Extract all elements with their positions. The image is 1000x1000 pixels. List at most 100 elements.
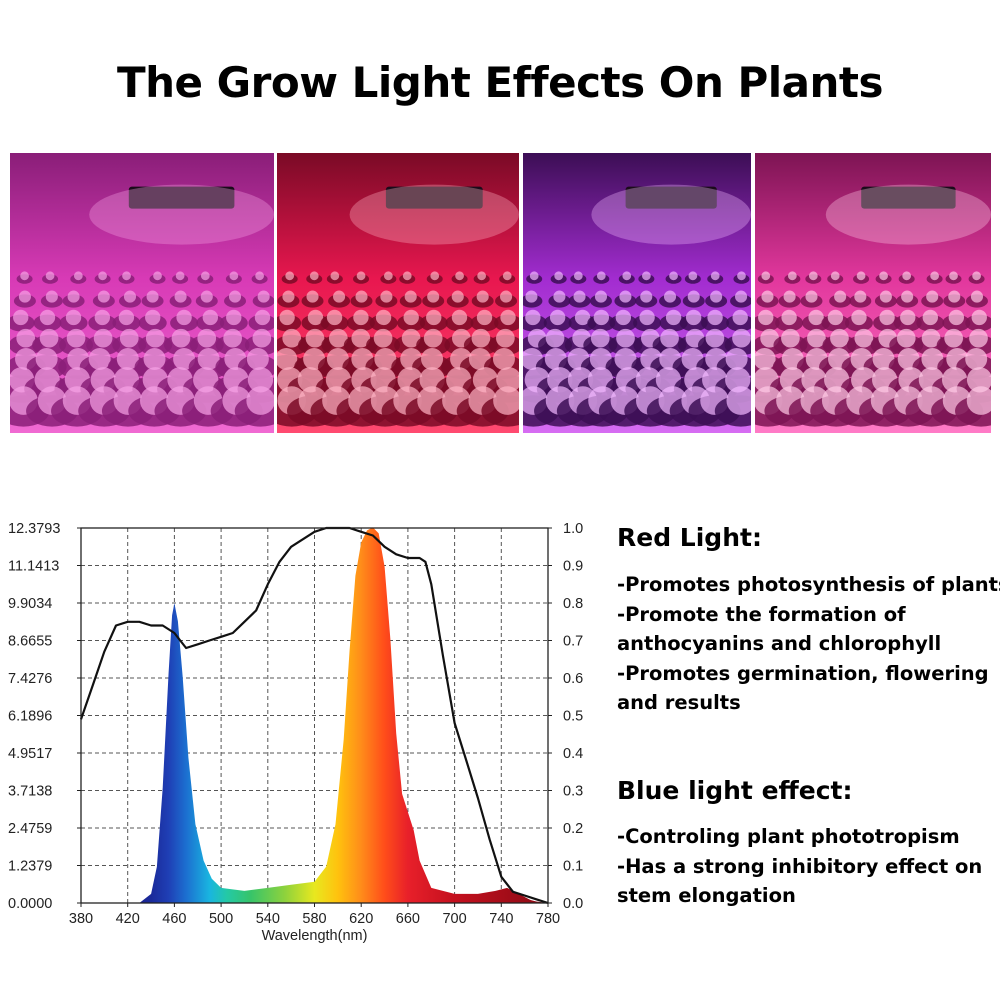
plant-leaves [67, 290, 80, 303]
plant-leaves [726, 386, 751, 415]
left-axis-tick-label: 1.2379 [8, 859, 52, 875]
plant-leaves [309, 271, 319, 281]
plant-leaves [20, 271, 29, 281]
plant-leaves [123, 290, 137, 303]
grow-lamp [128, 186, 235, 209]
plant-leaves [13, 309, 29, 326]
plant-leaves [707, 309, 723, 326]
plant-leaves [787, 271, 797, 281]
plant-leaves [451, 309, 468, 326]
grow-shelf-photo-2 [277, 153, 519, 433]
plant-leaves [93, 328, 113, 348]
plant-leaves [16, 328, 36, 348]
x-axis-tick-label: 740 [489, 911, 513, 927]
plant-leaves [949, 271, 958, 281]
plant-leaves [755, 348, 776, 370]
x-axis-tick-label: 380 [69, 911, 93, 927]
x-axis-tick-label: 580 [302, 911, 326, 927]
plant-leaves [872, 348, 895, 370]
plant-leaves [200, 290, 213, 303]
plant-leaves [143, 348, 166, 370]
left-axis-tick-label: 3.7138 [8, 783, 52, 799]
plant-leaves [966, 386, 991, 415]
plant-leaves [687, 290, 700, 303]
grow-room-photo-1 [10, 153, 274, 433]
plant-leaves [641, 271, 651, 281]
blue-light-heading: Blue light effect: [617, 776, 853, 805]
plant-leaves [427, 290, 440, 303]
right-axis-tick-label: 0.8 [563, 596, 583, 612]
plant-leaves [307, 309, 324, 326]
plant-leaves [972, 271, 981, 281]
plant-leaves [254, 309, 271, 326]
plant-leaves [854, 290, 867, 303]
plant-leaves [615, 309, 632, 326]
plant-leaves [529, 271, 539, 281]
page-title: The Grow Light Effects On Plants [117, 58, 883, 107]
red-light-line: anthocyanins and chlorophyll [617, 632, 942, 655]
plant-leaves [827, 309, 844, 326]
red-light-heading: Red Light: [617, 523, 762, 552]
blue-light-line: stem elongation [617, 884, 796, 907]
plant-leaves [805, 290, 818, 303]
plant-leaves [153, 271, 162, 281]
plant-leaves [118, 309, 135, 326]
plant-leaves [122, 271, 131, 281]
left-axis-tick-label: 6.1896 [8, 709, 52, 725]
plant-leaves [930, 271, 940, 281]
plant-leaves [851, 309, 867, 326]
plant-leaves [948, 290, 961, 303]
plant-leaves [758, 309, 774, 326]
plant-leaves [705, 328, 725, 348]
plant-leaves [145, 309, 161, 326]
plant-leaves [119, 328, 139, 348]
plant-leaves [247, 367, 274, 393]
plant-leaves [500, 309, 516, 326]
grow-pots-photo-4 [755, 153, 991, 433]
grow-tent-photo-3 [523, 153, 751, 433]
plant-leaves [66, 328, 86, 348]
left-axis-tick-label: 11.1413 [8, 559, 59, 575]
plant-leaves [808, 309, 824, 326]
plant-leaves [45, 271, 55, 281]
plant-leaves [476, 309, 493, 326]
blue-light-section: Blue light effect: -Controling plant pho… [617, 776, 982, 911]
grow-lamp [861, 186, 956, 209]
plant-leaves [735, 290, 748, 303]
x-axis-label: Wavelength(nm) [262, 928, 368, 944]
grow-lamp [625, 186, 717, 209]
plant-leaves [279, 309, 295, 326]
plant-leaves [926, 290, 939, 303]
plant-leaves [430, 271, 440, 281]
plant-leaves [328, 328, 348, 348]
right-axis-tick-label: 0.5 [563, 709, 583, 725]
plant-leaves [710, 271, 720, 281]
plant-leaves [282, 328, 302, 348]
plant-leaves [373, 328, 393, 348]
plant-leaves [783, 290, 796, 303]
plant-leaves [380, 290, 393, 303]
plant-leaves [73, 271, 83, 281]
plant-leaves [326, 309, 343, 326]
plant-leaves [971, 309, 987, 326]
left-axis-tick-label: 0.0000 [8, 896, 52, 912]
plant-leaves [879, 309, 895, 326]
x-axis-tick-label: 540 [256, 911, 280, 927]
plant-leaves [732, 309, 748, 326]
plant-leaves [88, 348, 111, 370]
plant-leaves [45, 290, 58, 303]
plant-leaves [226, 309, 242, 326]
plant-leaves [146, 290, 159, 303]
plant-leaves [197, 328, 217, 348]
plant-leaves [401, 328, 421, 348]
plant-leaves [732, 328, 751, 348]
plant-leaves [496, 328, 515, 348]
plant-leaves [426, 309, 442, 326]
plant-leaves [306, 290, 319, 303]
plant-leaves [174, 290, 187, 303]
plant-leaves [421, 348, 444, 370]
plant-leaves [834, 290, 847, 303]
plant-leaves [18, 290, 31, 303]
plant-leaves [145, 328, 165, 348]
plant-leaves [200, 271, 210, 281]
